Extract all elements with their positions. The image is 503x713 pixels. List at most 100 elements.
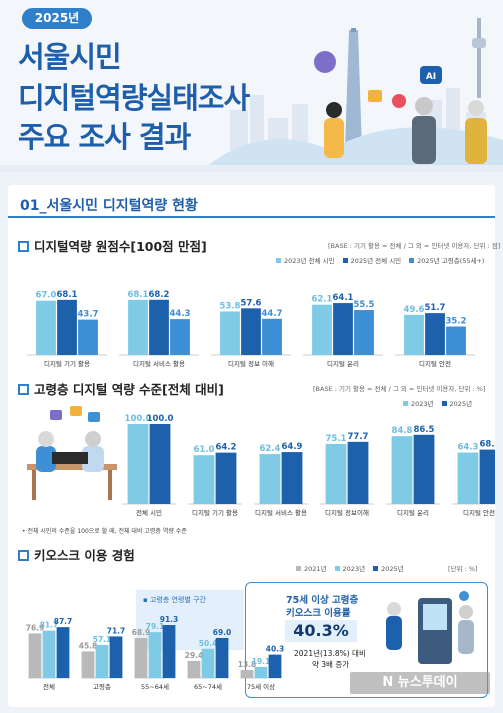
- chart3-legend: 2021년 2023년 2025년: [296, 563, 404, 573]
- bar-3-1: [333, 303, 353, 355]
- kiosk-highlight-line2: 키오스크 이용률: [286, 608, 351, 619]
- data-label: 62.4: [260, 444, 281, 454]
- bar-1-1: [215, 452, 237, 504]
- bar-5-1: [479, 449, 495, 504]
- data-label: 75.1: [326, 434, 347, 444]
- bar-0-2: [56, 627, 70, 678]
- bar-4-1: [425, 313, 445, 355]
- bar-0-1: [57, 299, 77, 355]
- bar-3-2: [215, 637, 229, 678]
- data-label: 84.8: [392, 426, 413, 436]
- bar-4-0: [240, 669, 254, 678]
- category-label: 디지털 윤리: [397, 508, 429, 517]
- bar-0-1: [149, 424, 171, 504]
- chart1-legend-2: 2025년 전체 시민: [350, 257, 402, 265]
- data-label: 55.5: [354, 300, 375, 310]
- data-label: 81.7: [40, 621, 59, 630]
- bar-1-1: [149, 299, 169, 355]
- year-badge: 2025년: [22, 8, 92, 29]
- data-label: 45.8: [79, 641, 98, 650]
- bar-0-0: [28, 633, 42, 678]
- chart2-legend: 2023년 2025년: [403, 398, 472, 408]
- svg-text:AI: AI: [426, 72, 436, 82]
- city-illustration: AI: [0, 18, 503, 172]
- chart3-svg: 76.981.787.7 전체 45.857.171.7 고령층 68.979.191.…: [26, 615, 285, 691]
- square-icon: [18, 550, 29, 561]
- data-label: 68.0: [480, 440, 495, 450]
- chart2-title: 고령층 디지털 역량 수준[전체 대비]: [18, 379, 224, 398]
- chart3-legend-1: 2021년: [304, 565, 327, 573]
- category-label: 전체: [43, 682, 55, 691]
- chart1-legend: 2023년 전체 시민 2025년 전체 시민 2025년 고령층(55세+): [276, 255, 484, 265]
- bar-0-0: [127, 424, 149, 504]
- bar-3-0: [325, 443, 347, 504]
- page-title-line-1: 서울시민: [18, 40, 122, 74]
- chart2-base-note: [BASE : 기기 활용 = 전체 / 그 외 = 인터넷 이용자, 단위 :…: [313, 385, 486, 393]
- data-label: 68.1: [128, 290, 149, 300]
- chart2-legend-1: 2023년: [411, 400, 434, 408]
- bar-0-2: [78, 319, 98, 355]
- bar-4-2: [446, 326, 466, 355]
- data-label: 51.7: [425, 303, 446, 313]
- data-label: 61.0: [194, 445, 215, 455]
- people-icon: [324, 97, 487, 164]
- category-label: 디지털 기기 활용: [44, 359, 90, 368]
- bar-5-0: [457, 452, 479, 504]
- data-label: 44.3: [170, 309, 191, 319]
- data-label: 19.1: [252, 657, 271, 666]
- kiosk-highlight-detail1: 2021년(13.8%) 대비: [294, 649, 366, 658]
- subgroup-label: ▪ 고령층 연령별 구간: [143, 596, 206, 604]
- chart2-footnote: • 전체 시민의 수준을 100으로 할 때, 전체 대비 고령층 역량 수준: [22, 528, 187, 535]
- data-label: 67.0: [36, 291, 57, 301]
- chart1-title: 디지털역량 원점수[100점 만점]: [18, 236, 207, 255]
- data-label: 68.9: [132, 628, 151, 637]
- header-banner: AI 2025년 서울시민 디지털역량실태조사 주요 조사 결과: [0, 0, 503, 172]
- bar-1-0: [128, 299, 148, 355]
- bar-1-2: [170, 319, 190, 355]
- chart3-title: 키오스크 이용 경험: [18, 545, 135, 564]
- bar-4-1: [413, 434, 435, 504]
- bar-0-1: [42, 630, 56, 678]
- category-label: 고령층: [93, 682, 111, 691]
- category-label: 55~64세: [141, 682, 169, 691]
- seniors-with-laptops-illustration: [27, 406, 117, 500]
- bar-2-0: [134, 638, 148, 678]
- kiosk-highlight-detail2: 약 3배 증가: [312, 660, 350, 669]
- category-label: 전체 시민: [136, 508, 162, 517]
- chart1-legend-3: 2025년 고령층(55세+): [417, 257, 485, 265]
- bar-1-2: [109, 636, 123, 678]
- data-label: 35.2: [446, 316, 467, 326]
- page-title-line-2: 디지털역량실태조사: [18, 81, 250, 115]
- data-label: 68.2: [149, 290, 170, 300]
- data-label: 57.1: [93, 635, 112, 644]
- category-label: 디지털 서비스 활용: [255, 508, 307, 517]
- chart3-legend-2: 2023년: [342, 565, 366, 573]
- category-label: 디지털 안전: [419, 359, 451, 368]
- data-label: 49.6: [404, 305, 425, 315]
- bar-4-0: [404, 314, 424, 355]
- page-title-line-3: 주요 조사 결과: [18, 120, 191, 154]
- data-label: 44.7: [262, 309, 283, 319]
- data-label: 76.9: [26, 623, 45, 632]
- data-label: 57.6: [241, 298, 262, 308]
- bar-2-2: [162, 625, 176, 678]
- category-label: 디지털 서비스 활용: [133, 359, 185, 368]
- data-label: 40.3: [266, 645, 285, 654]
- watermark: N 뉴스투데이: [350, 672, 490, 694]
- bar-4-1: [254, 666, 268, 678]
- data-label: 62.1: [312, 295, 333, 305]
- bar-2-0: [220, 311, 240, 355]
- bar-2-1: [241, 308, 261, 355]
- data-label: 79.1: [146, 622, 165, 631]
- bar-1-0: [193, 455, 215, 504]
- category-label: 디지털 정보 이해: [228, 359, 274, 368]
- category-label: 디지털 안전: [463, 508, 495, 517]
- data-label: 100.0: [125, 414, 152, 424]
- chart1-legend-1: 2023년 전체 시민: [284, 257, 335, 265]
- category-label: 디지털 정보이해: [325, 508, 369, 517]
- bar-1-1: [95, 644, 109, 678]
- bar-1-0: [81, 651, 95, 678]
- bar-2-2: [262, 318, 282, 355]
